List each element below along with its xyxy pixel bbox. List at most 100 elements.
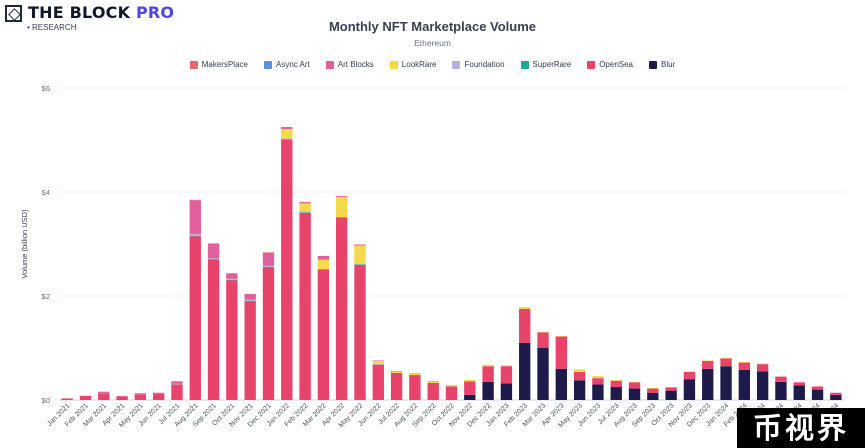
- bar-segment: [189, 235, 201, 237]
- bar-segment: [171, 384, 183, 400]
- bar-segment: [537, 331, 549, 333]
- bar-segment: [244, 293, 256, 295]
- chart-title: Monthly NFT Marketplace Volume: [328, 19, 537, 34]
- bar-segment: [336, 196, 348, 198]
- bar-segment: [299, 203, 311, 212]
- legend-item[interactable]: Foundation: [452, 60, 505, 69]
- bar-segment: [683, 371, 696, 380]
- bar-segment: [244, 301, 256, 400]
- bar-segment: [683, 371, 696, 372]
- legend-swatch: [587, 60, 596, 69]
- bar-segment: [262, 265, 275, 267]
- bar-segment: [500, 366, 513, 384]
- legend-item[interactable]: SuperRare: [520, 60, 571, 69]
- bar-segment: [134, 394, 147, 400]
- y-tick-label: $6: [42, 84, 50, 93]
- bar-segment: [207, 259, 220, 260]
- bar-segment: [793, 385, 805, 400]
- bar-segment: [464, 379, 476, 382]
- bar-segment: [830, 392, 842, 395]
- bar-segment: [647, 392, 659, 400]
- bar-segment: [317, 268, 330, 270]
- bar-segment: [207, 258, 220, 260]
- chart-legend: MakersPlace Async Art Art Blocks LookRare Fo…: [0, 60, 865, 69]
- bar-segment: [244, 300, 256, 302]
- legend-item[interactable]: LookRare: [389, 60, 436, 69]
- bar-segment: [317, 270, 330, 400]
- bar-segment: [427, 381, 439, 383]
- legend-swatch: [452, 60, 461, 69]
- bar-segment: [281, 127, 293, 128]
- legend-item[interactable]: OpenSea: [587, 60, 633, 69]
- bar-segment: [79, 395, 92, 400]
- bar-segment: [665, 390, 677, 400]
- bar-segment: [519, 306, 531, 309]
- bar-segment: [354, 264, 366, 265]
- bar-segment: [262, 252, 275, 253]
- bar-segment: [189, 200, 201, 235]
- legend-item[interactable]: Blur: [649, 60, 675, 69]
- bar-segment: [189, 234, 201, 236]
- bar-segment: [281, 127, 293, 130]
- bar-segment: [372, 364, 384, 400]
- bar-segment: [610, 379, 622, 381]
- bar-segment: [299, 202, 311, 204]
- bar-segment: [98, 391, 110, 394]
- bar-segment: [610, 387, 622, 400]
- bar-segment: [299, 212, 311, 400]
- bar-segment: [573, 380, 586, 400]
- brand-logo: THE BLOCK PRO: [5, 4, 174, 22]
- bar-segment: [683, 379, 696, 400]
- bar-segment: [390, 370, 403, 372]
- legend-swatch: [649, 60, 658, 69]
- bar-segment: [665, 387, 677, 388]
- bar-segment: [226, 280, 238, 400]
- brand-subtitle: • RESEARCH: [27, 23, 77, 32]
- bar-segment: [98, 393, 110, 400]
- bar-segment: [775, 381, 787, 400]
- bar-segment: [720, 357, 732, 359]
- bar-segment: [628, 381, 641, 383]
- brand-name: THE BLOCK PRO: [28, 4, 174, 22]
- bar-segment: [262, 267, 275, 400]
- bar-segment: [409, 375, 421, 400]
- y-tick-label: $0: [42, 396, 50, 405]
- bar-segment: [738, 362, 751, 363]
- bar-segment: [372, 360, 384, 361]
- bar-segment: [592, 376, 604, 379]
- bar-segment: [537, 332, 549, 348]
- bar-segment: [134, 393, 147, 395]
- bar-segment: [171, 383, 183, 385]
- y-axis-label: Volume (billion USD): [20, 209, 29, 279]
- legend-item[interactable]: Art Blocks: [325, 60, 374, 69]
- bar-segment: [207, 244, 220, 259]
- bar-segment: [354, 264, 366, 400]
- bar-segment: [738, 369, 751, 400]
- bar-segment: [519, 309, 531, 343]
- bar-segment: [573, 371, 586, 381]
- bar-segment: [299, 211, 311, 213]
- brand-name-main: THE BLOCK: [28, 3, 131, 22]
- bar-segment: [281, 129, 293, 139]
- bar-segment: [152, 392, 165, 394]
- bar-segment: [500, 365, 513, 367]
- bar-segment: [775, 376, 787, 382]
- legend-item[interactable]: MakersPlace: [189, 60, 248, 69]
- bar-segment: [171, 381, 183, 384]
- bar-segment: [317, 255, 330, 260]
- bar-segment: [702, 361, 714, 369]
- bar-segment: [756, 364, 769, 372]
- bar-segment: [262, 252, 275, 266]
- chart-subtitle: Ethereum: [414, 38, 451, 48]
- bar-segment: [592, 384, 604, 400]
- bar-segment: [482, 381, 494, 400]
- legend-item[interactable]: Async Art: [263, 60, 310, 69]
- bar-segment: [592, 378, 604, 385]
- bar-segment: [317, 259, 330, 269]
- bar-segment: [409, 374, 421, 376]
- bar-segment: [665, 387, 677, 391]
- bar-segment: [354, 263, 366, 265]
- bar-segment: [390, 371, 403, 373]
- bar-segment: [555, 368, 567, 400]
- bar-segment: [720, 358, 732, 367]
